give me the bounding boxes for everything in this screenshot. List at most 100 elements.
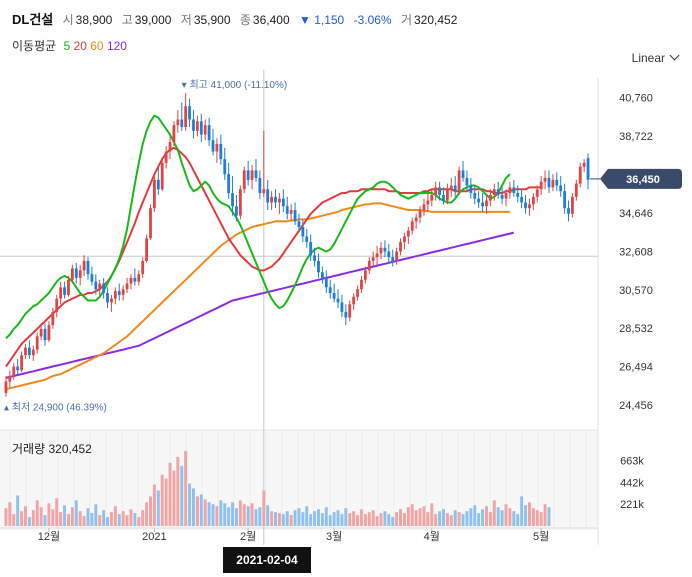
candle-body [496, 189, 500, 195]
candle-body [250, 170, 254, 180]
candle-body [320, 272, 324, 278]
low-annotation: ▴ 최저 24,900 (46.39%) [4, 402, 107, 414]
volume-bar [473, 505, 477, 526]
volume-bar [39, 507, 43, 526]
candle-body [125, 283, 129, 290]
candle-body [24, 347, 27, 356]
candle-body [141, 260, 145, 275]
volume-bar [547, 507, 551, 526]
candle-body [39, 328, 43, 337]
candle-body [434, 187, 438, 195]
candle-body [563, 191, 567, 209]
candle-body [246, 170, 250, 180]
candle-body [438, 187, 441, 195]
candle-body [211, 140, 215, 152]
ma-60-label: 60 [90, 39, 104, 53]
volume-bar [27, 517, 31, 526]
candle-body [133, 277, 137, 282]
candle-body [63, 287, 66, 295]
y-tick-label: 26,494 [619, 362, 653, 374]
candle-body [352, 296, 356, 305]
candle-body [51, 311, 55, 326]
candle-body [172, 125, 176, 143]
volume-bar [324, 507, 328, 526]
candle-body [149, 208, 152, 239]
volume-bar [227, 507, 231, 526]
volume-bar [219, 500, 223, 526]
scale-selector[interactable]: Linear [632, 50, 680, 65]
volume-bar [215, 506, 219, 526]
volume-bar [512, 511, 516, 526]
x-tick-label: 2021 [142, 531, 166, 543]
volume-bar [231, 502, 235, 526]
volume-title-value: 320,452 [48, 442, 92, 456]
candle-body [55, 298, 59, 312]
candle-body [453, 185, 457, 192]
candle-body [258, 177, 262, 194]
volume-bar [51, 509, 55, 526]
candle-body [465, 177, 469, 186]
candle-body [98, 283, 102, 290]
volume-bar [434, 514, 438, 526]
volume-bar [242, 504, 246, 526]
candle-body [254, 170, 258, 178]
volume-bar [12, 514, 16, 526]
volume-bar [184, 450, 188, 526]
candle-body [375, 253, 379, 258]
candle-body [457, 170, 461, 192]
volume-bar [285, 511, 289, 526]
candle-body [176, 119, 180, 126]
volume-bar [172, 470, 176, 526]
candle-body [313, 255, 316, 261]
candle-body [16, 366, 20, 371]
ma-20-line [5, 146, 542, 368]
candle-body [555, 179, 559, 186]
volume-bar [359, 509, 363, 526]
candle-body [285, 206, 289, 214]
candle-body [78, 270, 82, 278]
candle-body [47, 325, 51, 341]
candle-body [121, 289, 125, 295]
candle-body [192, 119, 195, 131]
candle-body [129, 277, 133, 284]
volume-title-label: 거래량 [12, 442, 46, 456]
candle-body [227, 174, 231, 194]
volume-bar [488, 512, 492, 526]
volume-bar [191, 488, 195, 526]
volume-bar [47, 503, 51, 526]
candle-body [442, 194, 445, 201]
volume-bar [98, 515, 102, 526]
candle-body [410, 221, 414, 231]
volume-bar [317, 509, 320, 526]
candle-body [297, 221, 301, 227]
candle-body [406, 230, 410, 237]
candle-body [188, 106, 191, 120]
volume-bar [293, 510, 297, 526]
price-header: DL건설 시 38,900 고 39,000 저 35,900 종 36,400 ▼ 1… [12, 9, 463, 28]
candle-body [414, 217, 418, 222]
volume-bar [117, 514, 121, 526]
volume-bar [203, 499, 207, 526]
volume-bar [35, 500, 39, 526]
volume-bar [254, 509, 258, 526]
candle-body [156, 179, 160, 190]
candle-body [35, 336, 39, 350]
candle-body [395, 251, 399, 261]
volume-bar [445, 513, 449, 526]
ma-20-label: 20 [73, 39, 87, 53]
candle-body [324, 277, 328, 288]
volume-bar [395, 512, 399, 526]
volume-bar [527, 502, 531, 526]
candle-body [500, 194, 504, 199]
volume-bar [176, 456, 180, 526]
change-value: 1,150 [314, 13, 345, 27]
x-tick-label: 3월 [326, 530, 342, 543]
volume-bar [66, 514, 70, 526]
ma-60-line [5, 202, 510, 391]
volume-bar [234, 508, 238, 526]
candle-body [336, 298, 340, 303]
candle-body [508, 187, 512, 194]
volume-bar [121, 511, 125, 526]
volume-bar [258, 507, 262, 526]
